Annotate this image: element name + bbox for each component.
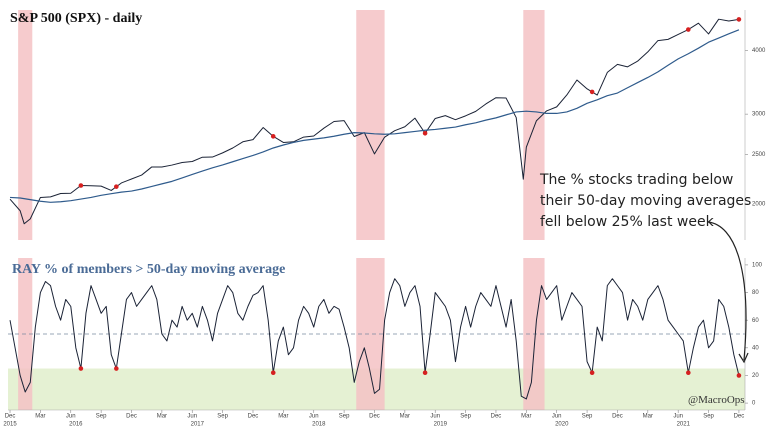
series-line — [9, 18, 740, 225]
foreground-layer: 2000 2500 3000 4000 0 20 40 60 80 100 Dec Mar Jun Sep… — [3, 10, 766, 428]
x-tick-label: Jun — [187, 414, 197, 420]
y-tick-label: 60 — [752, 318, 759, 324]
shaded-range — [18, 10, 33, 240]
marker — [270, 370, 276, 375]
y-tick-label: 20 — [752, 373, 759, 379]
marker — [114, 184, 119, 189]
series-line — [9, 278, 740, 400]
x-tick-label: Mar — [35, 414, 45, 420]
year-label: 2016 — [69, 422, 83, 428]
arrow-head — [738, 352, 749, 364]
x-tick-label: Jun — [309, 414, 319, 420]
x-tick-label: Sep — [582, 414, 593, 420]
annotation: fell below 25% last week — [540, 214, 715, 230]
x-tick-label: Jun — [430, 414, 440, 420]
y-tick-label: 3000 — [752, 112, 766, 118]
y-tick-label: 40 — [752, 345, 759, 351]
year-label: 2017 — [191, 422, 205, 428]
marker — [422, 370, 428, 375]
marker — [686, 370, 691, 375]
y-tick-label: 2000 — [752, 202, 766, 208]
year-label: 2018 — [312, 422, 326, 428]
background-layer — [8, 10, 745, 410]
y-tick-label: 0 — [752, 401, 756, 407]
y-tick-label: 4000 — [752, 48, 766, 54]
y-tick-label: 80 — [752, 290, 759, 296]
x-tick-label: Jun — [673, 414, 683, 420]
bottom-title: RAY % of members > 50-day moving average — [12, 262, 285, 277]
y-tick-label: 100 — [752, 262, 763, 268]
year-label: 2020 — [555, 422, 569, 428]
annotation: The % stocks trading below — [539, 172, 733, 188]
marker — [78, 366, 84, 371]
x-tick-label: Sep — [217, 414, 228, 420]
marker — [78, 183, 84, 188]
year-label: 2019 — [434, 422, 448, 428]
marker — [736, 17, 742, 22]
y-tick-label: 2500 — [752, 152, 766, 158]
shaded-range — [356, 10, 385, 240]
x-tick-label: Sep — [703, 414, 714, 420]
x-tick-label: Sep — [339, 414, 350, 420]
top-title: S&P 500 (SPX) - daily — [10, 11, 142, 26]
marker — [589, 370, 595, 375]
x-tick-label: Dec — [369, 414, 380, 420]
x-tick-label: Dec — [612, 414, 623, 420]
marker — [736, 373, 742, 378]
marker — [114, 366, 119, 371]
shaded-range — [523, 10, 545, 240]
x-tick-label: Dec — [491, 414, 502, 420]
marker — [422, 130, 428, 136]
x-tick-label: Mar — [643, 414, 653, 420]
x-tick-label: Jun — [66, 414, 76, 420]
x-tick-label: Sep — [96, 414, 107, 420]
marker — [686, 27, 691, 32]
x-tick-label: Dec — [126, 414, 137, 420]
x-tick-label: Dec — [734, 414, 745, 420]
x-tick-label: Jun — [552, 414, 562, 420]
x-tick-label: Dec — [248, 414, 259, 420]
x-tick-label: Mar — [521, 414, 531, 420]
series-line — [9, 29, 740, 203]
year-label: 2015 — [3, 422, 17, 428]
x-tick-label: Sep — [460, 414, 471, 420]
year-label: 2021 — [677, 422, 691, 428]
annotation-arrow — [707, 221, 747, 361]
watermark: @MacroOps — [688, 394, 745, 406]
marker — [589, 89, 595, 95]
x-tick-label: Dec — [5, 414, 16, 420]
x-tick-label: Mar — [400, 414, 410, 420]
marker — [270, 134, 276, 139]
annotation: their 50-day moving averages — [540, 193, 751, 209]
x-tick-label: Mar — [278, 414, 288, 420]
x-tick-label: Mar — [157, 414, 167, 420]
